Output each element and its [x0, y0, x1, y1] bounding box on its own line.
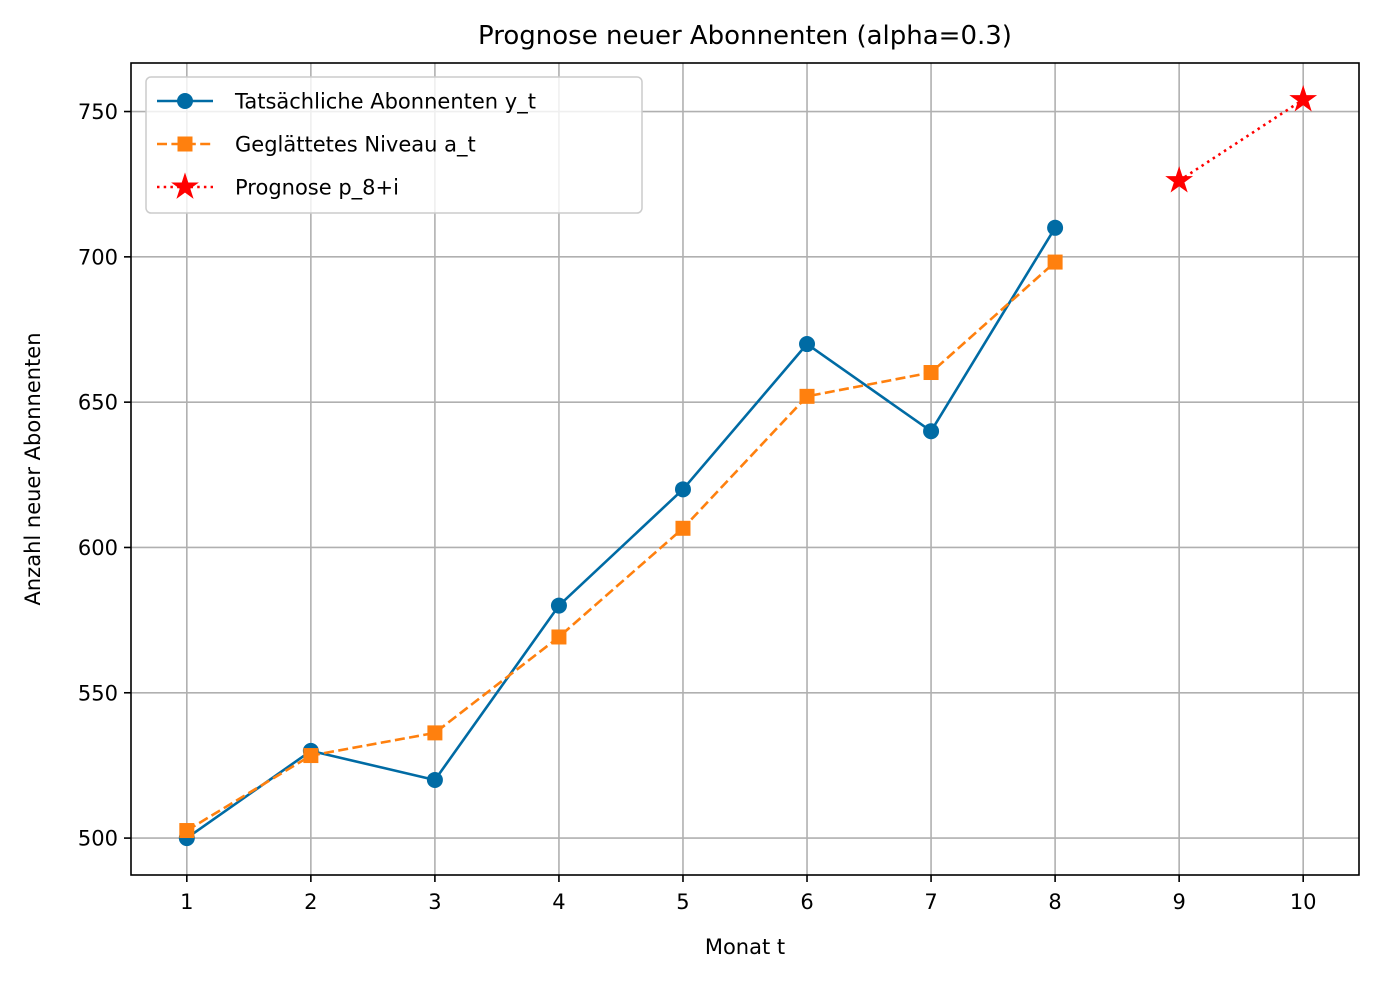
y-tick-label: 500: [78, 827, 118, 851]
legend-item: Tatsächliche Abonnenten y_t: [157, 90, 536, 115]
legend-items: Tatsächliche Abonnenten y_t Geglättetes N…: [157, 90, 536, 201]
y-tick-label: 600: [78, 536, 118, 560]
legend-label: Prognose p_8+i: [235, 176, 399, 201]
data-point: [1165, 166, 1194, 193]
x-tick-label: 2: [304, 890, 317, 914]
data-point: [426, 771, 443, 788]
data-point: [799, 388, 815, 404]
legend-marker: [177, 93, 193, 109]
x-tick-label: 9: [1172, 890, 1185, 914]
data-point: [303, 748, 319, 764]
data-point: [551, 629, 567, 645]
data-point: [675, 520, 691, 536]
y-tick-label: 550: [78, 681, 118, 705]
x-axis-label: Monat t: [705, 935, 785, 959]
legend-box: [145, 76, 643, 214]
axis-ticks: 1 2 3 4 5 6 7 8 9 10 500 550 600 650 700 750: [78, 100, 1317, 914]
legend-item: Geglättetes Niveau a_t: [157, 133, 476, 158]
series-3: [1165, 85, 1318, 193]
plot-frame: [130, 62, 1360, 876]
data-point: [427, 725, 443, 741]
y-tick-label: 750: [78, 100, 118, 124]
y-axis-label: Anzahl neuer Abonnenten: [21, 332, 45, 605]
x-tick-label: 10: [1290, 890, 1317, 914]
data-point: [799, 336, 816, 353]
x-tick-label: 5: [676, 890, 689, 914]
legend: Tatsächliche Abonnenten y_t Geglättetes N…: [145, 76, 643, 214]
legend-item: Prognose p_8+i: [157, 172, 399, 201]
series-layer: [178, 85, 1318, 847]
series-line: [186, 261, 1056, 832]
data-point: [550, 597, 567, 614]
data-point: [1289, 85, 1318, 112]
data-point: [179, 823, 195, 839]
x-tick-label: 6: [800, 890, 813, 914]
chart-title: Prognose neuer Abonnenten (alpha=0.3): [478, 21, 1012, 51]
series-line: [1178, 98, 1304, 182]
y-tick-label: 650: [78, 391, 118, 415]
x-tick-label: 7: [924, 890, 937, 914]
x-tick-label: 3: [428, 890, 441, 914]
data-point: [674, 481, 691, 498]
legend-marker: [171, 172, 199, 199]
series-2: [179, 254, 1063, 839]
data-point: [923, 365, 939, 381]
legend-label: Tatsächliche Abonnenten y_t: [234, 90, 536, 115]
legend-label: Geglättetes Niveau a_t: [235, 133, 476, 158]
series-line: [186, 227, 1057, 840]
x-tick-label: 4: [552, 890, 565, 914]
data-point: [923, 423, 940, 440]
x-tick-label: 8: [1048, 890, 1061, 914]
data-point: [1047, 219, 1064, 236]
y-tick-label: 700: [78, 245, 118, 269]
x-tick-label: 1: [180, 890, 193, 914]
legend-marker: [177, 136, 193, 152]
data-point: [1047, 254, 1063, 270]
